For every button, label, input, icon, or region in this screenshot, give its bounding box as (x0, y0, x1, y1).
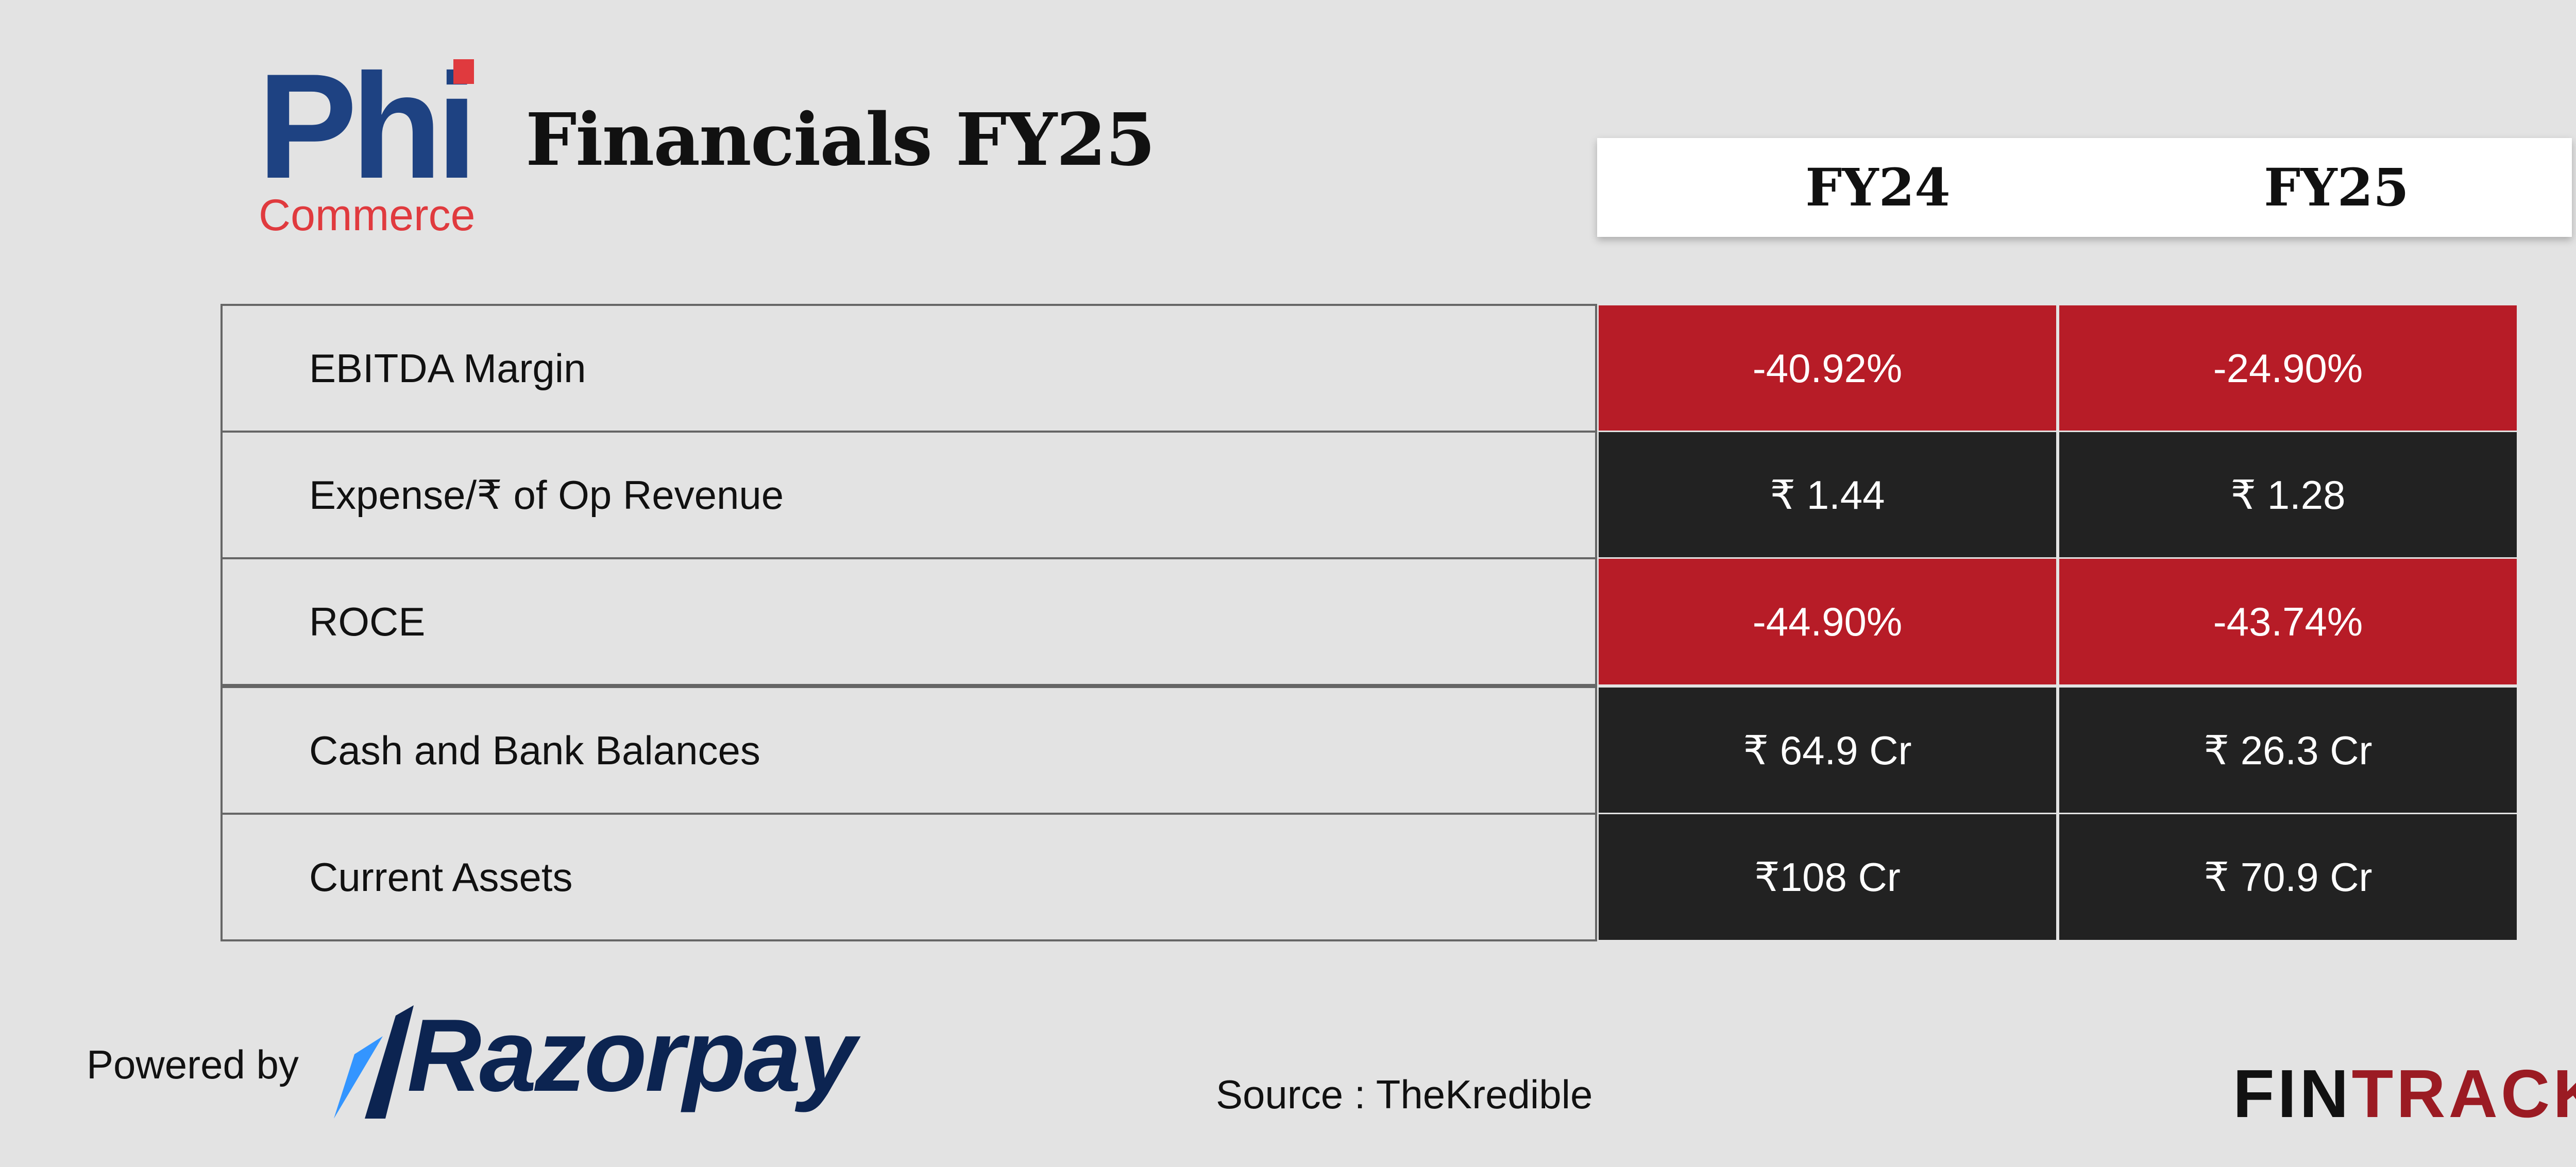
logo-text: Phi (258, 49, 471, 210)
fintrackr-logo-part1: FIN (2233, 1056, 2352, 1131)
fy25-value: -43.74% (2058, 557, 2518, 686)
fy24-value: -40.92% (1597, 304, 2058, 433)
logo-subtext: Commerce (259, 191, 476, 239)
page-title: Financials FY25 (526, 98, 1156, 182)
source-note: Source : TheKredible (1216, 1072, 1593, 1117)
column-header-fy24: FY24 (1805, 157, 1951, 218)
fy25-value: ₹ 70.9 Cr (2058, 813, 2518, 941)
fy24-value: ₹108 Cr (1597, 813, 2058, 941)
phi-commerce-logo: Phi Commerce (258, 49, 478, 239)
row-label: Cash and Bank Balances (221, 686, 1597, 815)
fy25-value: ₹ 26.3 Cr (2058, 686, 2518, 815)
fy24-value: ₹ 64.9 Cr (1597, 686, 2058, 815)
row-label: EBITDA Margin (221, 304, 1597, 433)
row-label: Expense/₹ of Op Revenue (221, 431, 1597, 559)
powered-by-label: Powered by (87, 1042, 299, 1087)
year-header: FY24 FY25 (1597, 138, 2572, 237)
fy25-value: ₹ 1.28 (2058, 431, 2518, 559)
razorpay-logo-text: Razorpay (407, 998, 856, 1113)
fintrackr-logo: FINTRACKR (2233, 1060, 2576, 1128)
fy24-value: ₹ 1.44 (1597, 431, 2058, 559)
fy25-value: -24.90% (2058, 304, 2518, 433)
row-label: ROCE (221, 557, 1597, 686)
logo-accent-mark (453, 59, 474, 84)
column-header-fy25: FY25 (2264, 157, 2409, 218)
row-label: Current Assets (221, 813, 1597, 941)
fy24-value: -44.90% (1597, 557, 2058, 686)
razorpay-icon (334, 1005, 414, 1119)
fintrackr-logo-part2: TRACKR (2351, 1056, 2576, 1131)
